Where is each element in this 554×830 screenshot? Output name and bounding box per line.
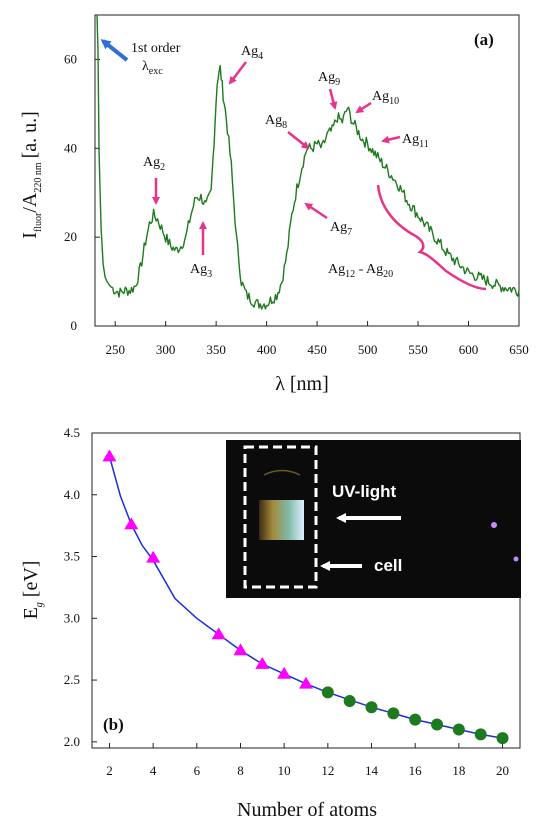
circle-marker (365, 701, 378, 714)
panel-a-ag10-annotation: Ag10 (355, 89, 399, 114)
panel-a-x-tick-label: 350 (206, 342, 226, 357)
svg-text:Ag2: Ag2 (143, 155, 165, 173)
panel-a-label: (a) (474, 30, 494, 49)
panel-a-x-tick-label: 400 (257, 342, 277, 357)
svg-text:Ag4: Ag4 (241, 44, 263, 62)
panel-b-y-ticks: 2.0 2.5 3.0 3.5 4.0 4.5 (64, 425, 97, 749)
panel-a-lambda-exc-label: λexc (142, 59, 163, 77)
panel-a-x-tick-label: 250 (105, 342, 125, 357)
triangle-marker (233, 643, 248, 656)
panel-a-x-tick-label: 650 (509, 342, 529, 357)
panel-a-y-axis-label: Ifluor/A220 nm [a. u.] (19, 111, 44, 239)
panel-a-ag11-annotation: Ag11 (381, 132, 429, 150)
panel-a-x-tick-label: 450 (307, 342, 327, 357)
panel-b-x-tick-label: 8 (237, 763, 244, 778)
panel-b-y-tick-label: 3.0 (64, 610, 80, 625)
triangle-marker (102, 449, 117, 462)
panel-b-y-axis-label: Eg[eV] (20, 561, 45, 620)
panel-a-ylabel-mid: /A (19, 192, 41, 213)
inset-cell-dashed-box (243, 445, 318, 589)
panel-b-y-tick-label: 2.0 (64, 734, 80, 749)
circle-marker (431, 718, 444, 731)
panel-b-inset-photo: UV-light cell (226, 440, 521, 598)
svg-text:Ag9: Ag9 (318, 70, 340, 88)
triangle-marker (255, 657, 270, 669)
panel-a-lambda-exc-arrow (100, 39, 129, 62)
panel-a-ylabel-sub1: fluor (33, 212, 44, 232)
panel-a-ag4-annotation: Ag4 (228, 44, 263, 85)
circle-marker (409, 713, 422, 726)
circle-marker (321, 686, 334, 699)
panel-b-x-tick-label: 6 (194, 763, 201, 778)
inset-light-spot (491, 522, 497, 528)
triangle-marker (299, 676, 313, 689)
panel-a-x-tick-label: 550 (408, 342, 428, 357)
panel-a-ag12-20-annotation: Ag12 - Ag20 (328, 184, 487, 291)
panel-a-y-tick-label: 40 (64, 140, 77, 155)
panel-b-x-tick-label: 18 (452, 763, 465, 778)
panel-b-y-tick-label: 2.5 (64, 672, 80, 687)
triangle-marker (124, 517, 139, 530)
svg-text:Ag10: Ag10 (372, 89, 399, 107)
panel-b-y-tick-label: 3.5 (64, 549, 80, 564)
panel-a-ag9-annotation: Ag9 (318, 70, 340, 110)
panel-a-ylabel-sub2: 220 nm (33, 162, 44, 193)
svg-text:Ag11: Ag11 (402, 132, 429, 150)
panel-a-ag8-annotation: Ag8 (265, 113, 310, 150)
panel-b-x-axis-label: Number of atoms (237, 799, 377, 821)
panel-b-x-tick-label: 14 (365, 763, 379, 778)
svg-text:Ag8: Ag8 (265, 113, 287, 131)
svg-text:Ag3: Ag3 (190, 262, 212, 280)
panel-a-spectrum-line (96, 14, 520, 310)
panel-a-x-axis-label: λ [nm] (275, 373, 329, 395)
inset-cell-meniscus (263, 469, 301, 476)
panel-a-first-order-label: 1st order (131, 41, 181, 56)
circle-marker (387, 707, 400, 720)
panel-b-x-tick-label: 12 (321, 763, 334, 778)
triangle-marker (211, 627, 226, 640)
svg-text:Ag7: Ag7 (330, 220, 352, 238)
panel-b-x-tick-label: 10 (278, 763, 291, 778)
panel-b-x-tick-label: 20 (496, 763, 509, 778)
panel-b-y-tick-label: 4.0 (64, 487, 80, 502)
panel-a-ylabel-base1: I (19, 232, 41, 239)
panel-a-ylabel-unit: [a. u.] (19, 111, 41, 158)
panel-a-y-tick-label: 0 (71, 318, 78, 333)
panel-a-ag2-annotation: Ag2 (143, 155, 165, 205)
inset-light-spot-2 (513, 556, 519, 562)
triangle-marker (277, 666, 292, 679)
svg-text:Ag12 - Ag20: Ag12 - Ag20 (328, 262, 393, 280)
panel-a-y-tick-label: 60 (64, 51, 77, 66)
panel-a-x-ticks: 250 300 350 400 450 500 550 600 650 (105, 321, 529, 357)
panel-a-y-ticks: 0 20 40 60 (64, 51, 100, 333)
circle-marker (496, 732, 509, 745)
panel-b-x-tick-label: 16 (409, 763, 423, 778)
panel-b-label: (b) (103, 715, 124, 734)
panel-b-x-tick-label: 4 (150, 763, 157, 778)
panel-b-x-tick-label: 2 (106, 763, 113, 778)
circle-marker (474, 728, 487, 741)
panel-a-x-tick-label: 600 (459, 342, 479, 357)
panel-b-bandgap-plot: 2 4 6 8 10 12 14 16 18 20 2.02.53.03.54.04.5 (b) … (20, 425, 521, 821)
panel-a-y-tick-label: 20 (64, 229, 77, 244)
panel-a-plot-frame (94, 14, 520, 327)
panel-a-x-tick-label: 300 (156, 342, 176, 357)
inset-uv-light-label: UV-light (332, 482, 397, 501)
panel-b-x-ticks: 2 4 6 8 10 12 14 16 18 20 (106, 743, 509, 778)
panel-a-ag7-annotation: Ag7 (304, 202, 352, 238)
panel-b-data-points (102, 449, 509, 745)
panel-b-y-tick-label: 4.5 (64, 425, 80, 440)
circle-marker (452, 723, 465, 736)
triangle-marker (146, 550, 161, 563)
panel-a-ag3-annotation: Ag3 (190, 221, 212, 280)
inset-cell-label: cell (374, 556, 402, 575)
panel-a-x-tick-label: 500 (358, 342, 378, 357)
circle-marker (343, 695, 356, 708)
inset-cell-glow (259, 500, 304, 540)
